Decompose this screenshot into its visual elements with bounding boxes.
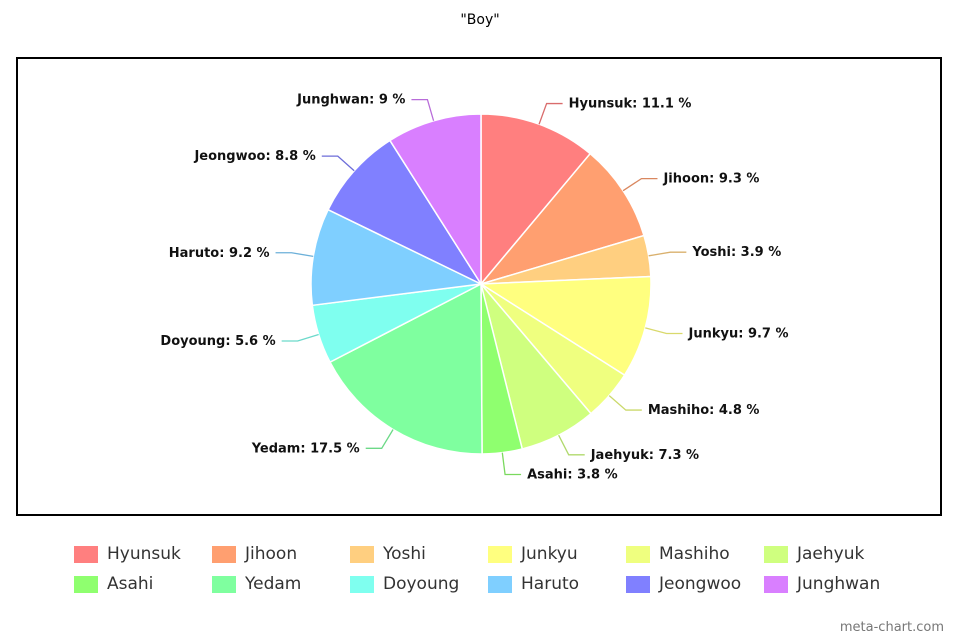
legend-item-junkyu[interactable]: Junkyu: [474, 544, 612, 564]
legend-swatch: [488, 545, 512, 563]
legend-item-haruto[interactable]: Haruto: [474, 574, 612, 594]
legend-label: Yedam: [245, 574, 302, 594]
leader-line-junkyu: [645, 327, 683, 335]
legend-item-jeongwoo[interactable]: Jeongwoo: [612, 574, 750, 594]
legend-label: Haruto: [521, 574, 580, 594]
legend-swatch: [74, 545, 98, 563]
legend-item-yoshi[interactable]: Yoshi: [336, 544, 474, 564]
slice-label-jaehyuk: Jaehyuk: 7.3 %: [590, 448, 699, 463]
slice-label-jihoon: Jihoon: 9.3 %: [662, 172, 759, 187]
legend-swatch: [74, 575, 98, 593]
legend-item-jaehyuk[interactable]: Jaehyuk: [750, 544, 888, 564]
leader-line-asahi: [501, 452, 522, 476]
legend-item-doyoung[interactable]: Doyoung: [336, 574, 474, 594]
legend-label: Jaehyuk: [797, 544, 865, 564]
leader-line-jihoon: [622, 177, 658, 192]
slice-label-junkyu: Junkyu: 9.7 %: [688, 326, 789, 341]
legend-swatch: [626, 575, 650, 593]
leader-line-mashiho: [608, 395, 642, 411]
watermark: meta-chart.com: [839, 620, 944, 635]
legend-item-mashiho[interactable]: Mashiho: [612, 544, 750, 564]
leader-line-hyunsuk: [538, 102, 563, 125]
slice-label-jeongwoo: Jeongwoo: 8.8 %: [193, 149, 315, 164]
pie-slice-haruto[interactable]: [310, 208, 484, 307]
slice-label-junghwan: Junghwan: 9 %: [296, 93, 405, 108]
legend-swatch: [350, 575, 374, 593]
legend-label: Hyunsuk: [107, 544, 181, 564]
legend: Hyunsuk Jihoon Yoshi Junkyu Mashiho Jaehyuk As…: [60, 544, 920, 594]
pie-chart: Hyunsuk: 11.1 % Jihoon: 9.3 % Yoshi: 3.9 %…: [160, 93, 789, 483]
slice-label-yoshi: Yoshi: 3.9 %: [691, 245, 781, 260]
legend-swatch: [488, 575, 512, 593]
legend-swatch: [212, 575, 236, 593]
legend-label: Asahi: [107, 574, 154, 594]
legend-label: Doyoung: [383, 574, 460, 594]
slice-label-haruto: Haruto: 9.2 %: [169, 246, 270, 261]
leader-line-haruto: [275, 252, 314, 257]
legend-item-jihoon[interactable]: Jihoon: [198, 544, 336, 564]
legend-swatch: [212, 545, 236, 563]
slice-label-doyoung: Doyoung: 5.6 %: [160, 334, 275, 349]
pie-slice-hyunsuk[interactable]: [480, 113, 592, 287]
leader-line-jaehyuk: [558, 434, 585, 456]
legend-label: Junkyu: [521, 544, 578, 564]
leader-line-yedam: [365, 429, 394, 449]
legend-swatch: [626, 545, 650, 563]
legend-swatch: [350, 545, 374, 563]
leader-line-junghwan: [411, 98, 435, 121]
leader-line-doyoung: [281, 333, 319, 342]
legend-swatch: [764, 575, 788, 593]
legend-label: Jihoon: [245, 544, 298, 564]
slice-label-hyunsuk: Hyunsuk: 11.1 %: [569, 97, 692, 112]
leader-line-yoshi: [648, 251, 687, 257]
legend-label: Jeongwoo: [659, 574, 742, 594]
legend-label: Junghwan: [797, 574, 881, 594]
pie-slice-junghwan[interactable]: [388, 113, 482, 287]
leader-line-jeongwoo: [321, 155, 355, 172]
legend-label: Mashiho: [659, 544, 730, 564]
chart-title: "Boy": [460, 12, 500, 28]
slice-label-asahi: Asahi: 3.8 %: [527, 467, 618, 482]
legend-item-yedam[interactable]: Yedam: [198, 574, 336, 594]
pie-slice-jeongwoo[interactable]: [327, 139, 484, 286]
plot-frame: Hyunsuk: 11.1 % Jihoon: 9.3 % Yoshi: 3.9 %…: [16, 57, 942, 516]
slice-label-yedam: Yedam: 17.5 %: [251, 441, 360, 456]
legend-item-hyunsuk[interactable]: Hyunsuk: [60, 544, 198, 564]
legend-item-junghwan[interactable]: Junghwan: [750, 574, 888, 594]
slice-label-mashiho: Mashiho: 4.8 %: [648, 403, 760, 418]
legend-swatch: [764, 545, 788, 563]
legend-label: Yoshi: [383, 544, 426, 564]
legend-item-asahi[interactable]: Asahi: [60, 574, 198, 594]
